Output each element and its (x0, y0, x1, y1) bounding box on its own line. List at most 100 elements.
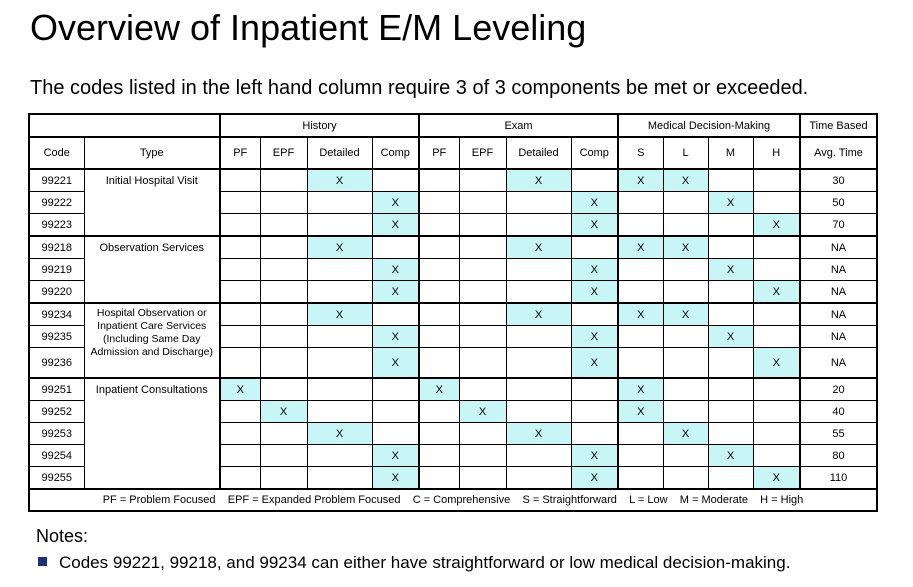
code-cell: 99254 (28, 444, 85, 467)
requirement-mark: X (617, 302, 664, 326)
requirement-cell (505, 444, 572, 467)
requirement-cell (752, 377, 801, 401)
avg-time-cell: NA (799, 258, 878, 281)
table-row: 99255 X X X 110 (28, 466, 878, 490)
requirement-cell (458, 280, 507, 304)
requirement-cell (371, 168, 420, 192)
requirement-mark: X (306, 168, 373, 192)
requirement-mark: X (371, 347, 420, 379)
column-header: Avg. Time (799, 136, 878, 170)
requirement-mark: X (371, 466, 420, 490)
column-header: PF (219, 136, 261, 170)
requirement-mark: X (617, 168, 664, 192)
requirement-cell (570, 400, 619, 423)
requirement-mark: X (707, 258, 754, 281)
requirement-cell (219, 444, 261, 467)
requirement-cell (707, 168, 754, 192)
column-header: EPF (259, 136, 308, 170)
table-row: 99235 X X X NA (28, 325, 878, 348)
code-cell: 99221 (28, 168, 85, 192)
requirement-mark: X (505, 302, 572, 326)
requirement-cell (505, 280, 572, 304)
avg-time-cell: 20 (799, 377, 878, 401)
group-exam: Exam (418, 113, 619, 138)
requirement-mark: X (707, 325, 754, 348)
requirement-cell (458, 466, 507, 490)
note-text: Codes 99221, 99218, and 99234 can either… (59, 553, 791, 572)
table-row: 99251 Inpatient Consultations X X X 20 (28, 377, 878, 490)
requirement-mark: X (707, 444, 754, 467)
requirement-cell (219, 280, 261, 304)
requirement-mark: X (505, 235, 572, 259)
avg-time-cell: 55 (799, 422, 878, 445)
type-cell: Initial Hospital Visit (83, 168, 221, 237)
requirement-cell (458, 213, 507, 237)
avg-time-cell: NA (799, 280, 878, 304)
requirement-mark: X (570, 347, 619, 379)
column-header: L (662, 136, 709, 170)
avg-time-cell: 30 (799, 168, 878, 192)
code-cell: 99253 (28, 422, 85, 445)
code-cell: 99252 (28, 400, 85, 423)
type-cell: Hospital Observation or Inpatient Care S… (83, 302, 221, 379)
requirement-mark: X (306, 422, 373, 445)
requirement-cell (306, 258, 373, 281)
column-header: PF (418, 136, 460, 170)
avg-time-cell: 50 (799, 191, 878, 214)
requirement-cell (259, 444, 308, 467)
column-header: Type (83, 136, 221, 170)
table-row: 99253 X X X 55 (28, 422, 878, 445)
requirement-cell (570, 235, 619, 259)
requirement-cell (418, 213, 460, 237)
requirement-cell (617, 444, 664, 467)
requirement-cell (617, 213, 664, 237)
requirement-cell (306, 400, 373, 423)
requirement-mark: X (306, 302, 373, 326)
requirement-mark: X (662, 302, 709, 326)
requirement-mark: X (752, 466, 801, 490)
table-row: 99254 X X X 80 (28, 444, 878, 467)
requirement-mark: X (707, 191, 754, 214)
requirement-cell (219, 400, 261, 423)
page-subtitle: The codes listed in the left hand column… (30, 77, 809, 99)
requirement-cell (752, 302, 801, 326)
requirement-cell (259, 280, 308, 304)
code-cell: 99255 (28, 466, 85, 490)
requirement-mark: X (306, 235, 373, 259)
avg-time-cell: 40 (799, 400, 878, 423)
requirement-cell (259, 168, 308, 192)
code-cell: 99219 (28, 258, 85, 281)
type-cell: Inpatient Consultations (83, 377, 221, 490)
requirement-cell (505, 325, 572, 348)
requirement-cell (418, 422, 460, 445)
requirement-cell (259, 191, 308, 214)
column-header: Code (28, 136, 85, 170)
requirement-cell (458, 444, 507, 467)
table-row: 99236 X X X NA (28, 347, 878, 379)
requirement-cell (306, 191, 373, 214)
requirement-cell (752, 235, 801, 259)
column-header: Comp (570, 136, 619, 170)
requirement-cell (371, 400, 420, 423)
requirement-cell (418, 347, 460, 379)
requirement-mark: X (570, 191, 619, 214)
requirement-cell (418, 325, 460, 348)
requirement-cell (418, 400, 460, 423)
requirement-mark: X (570, 466, 619, 490)
requirement-cell (570, 168, 619, 192)
requirement-cell (752, 325, 801, 348)
group-time-based: Time Based (799, 113, 878, 138)
requirement-cell (418, 258, 460, 281)
requirement-cell (371, 302, 420, 326)
requirement-mark: X (617, 377, 664, 401)
requirement-cell (505, 377, 572, 401)
requirement-cell (617, 325, 664, 348)
requirement-mark: X (570, 280, 619, 304)
avg-time-cell: 70 (799, 213, 878, 237)
requirement-cell (418, 302, 460, 326)
group-mdm: Medical Decision-Making (617, 113, 801, 138)
code-cell: 99220 (28, 280, 85, 304)
requirement-cell (219, 258, 261, 281)
requirement-cell (306, 347, 373, 379)
column-header-row: Code Type PF EPF Detailed Comp PF EPF Detailed Co… (28, 136, 878, 170)
